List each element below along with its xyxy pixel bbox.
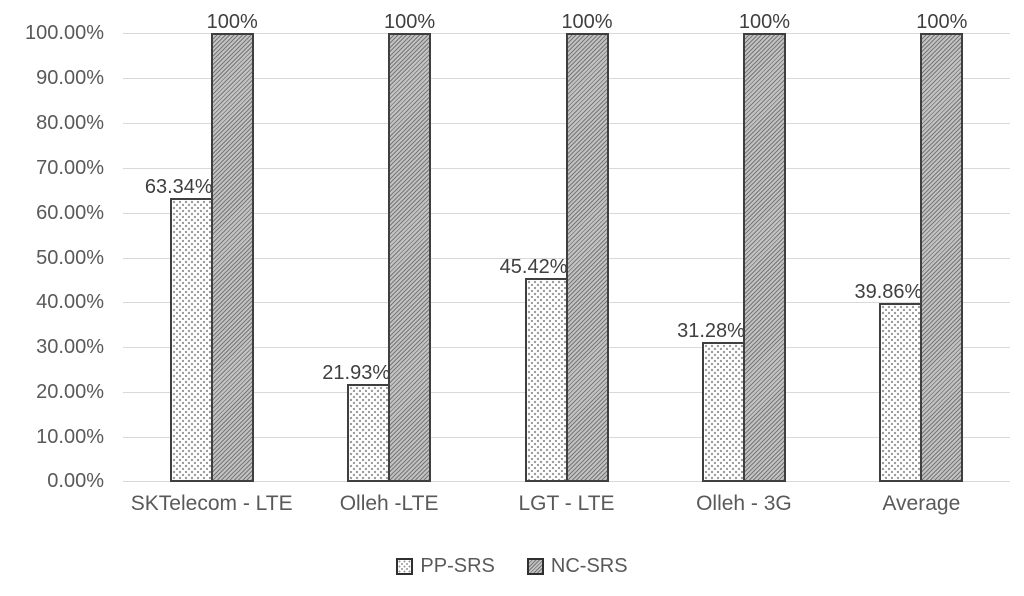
pp-srs-swatch-icon (396, 558, 414, 575)
x-axis-category-label: Olleh -LTE (339, 492, 439, 515)
nc-srs-swatch-icon (526, 558, 544, 575)
data-label: 45.42% (499, 256, 568, 279)
x-axis-category-label: LGT - LTE (518, 492, 615, 515)
x-axis-category-label: SKTelecom - LTE (130, 492, 293, 515)
bar-pp-srs: 45.42% (500, 257, 568, 482)
bar-nc-srs: 100% (384, 12, 435, 482)
data-label: 63.34% (144, 175, 213, 198)
plot-area: 63.34% 100% 21.93% 100% 45.42% 100% 31.28% 100%… (123, 12, 1010, 482)
legend-label-nc-srs: NC-SRS (550, 555, 628, 577)
y-axis-tick-label: 70.00% (36, 157, 104, 179)
bar-group: 45.42% 100% (478, 12, 655, 482)
y-axis-tick-label: 90.00% (36, 67, 104, 89)
bar-nc-srs: 100% (207, 12, 258, 482)
data-label: 21.93% (322, 361, 391, 384)
bar-pair: 31.28% 100% (677, 12, 790, 482)
bar-groups: 63.34% 100% 21.93% 100% 45.42% 100% 31.28% 100%… (123, 12, 1010, 482)
y-axis-tick-label: 50.00% (36, 247, 104, 269)
bar-nc-srs: 100% (739, 12, 790, 482)
data-label: 39.86% (854, 281, 923, 304)
data-label: 100% (384, 11, 436, 33)
y-axis-tick-label: 40.00% (36, 291, 104, 313)
bar-pp-srs: 31.28% (677, 320, 745, 482)
x-axis-category-labels: SKTelecom - LTE Olleh -LTE LGT - LTE Olleh … (123, 492, 1010, 515)
data-label: 100% (561, 11, 613, 33)
y-axis-tick-label: 0.00% (47, 470, 104, 492)
y-axis-tick-label: 30.00% (36, 336, 104, 358)
legend-item-pp-srs: PP-SRS (396, 555, 495, 578)
data-label: 31.28% (677, 319, 745, 342)
data-label: 100% (916, 11, 968, 33)
bar-nc-srs: 100% (561, 12, 613, 482)
bar-pp-srs: 63.34% (145, 176, 213, 482)
bar-nc-srs: 100% (916, 12, 967, 482)
bar-group: 21.93% 100% (300, 12, 477, 482)
y-axis-tick-label: 20.00% (36, 381, 104, 403)
bar-pair: 21.93% 100% (322, 12, 435, 482)
x-axis-category-label: Olleh - 3G (696, 492, 792, 515)
legend-item-nc-srs: NC-SRS (526, 555, 628, 578)
bar-group: 63.34% 100% (123, 12, 300, 482)
data-label: 100% (206, 11, 258, 33)
chart-legend: PP-SRS NC-SRS (0, 555, 1024, 578)
legend-label-pp-srs: PP-SRS (420, 555, 495, 577)
y-axis-tick-label: 80.00% (36, 112, 104, 134)
bar-group: 31.28% 100% (655, 12, 832, 482)
bar-pp-srs: 39.86% (854, 282, 923, 482)
y-axis-tick-label: 60.00% (36, 202, 104, 224)
bar-pp-srs: 21.93% (322, 362, 391, 482)
y-axis-tick-label: 100.00% (25, 22, 104, 44)
bar-pair: 63.34% 100% (145, 12, 258, 482)
bar-pair: 45.42% 100% (500, 12, 613, 482)
bar-group: 39.86% 100% (833, 12, 1010, 482)
y-axis-tick-label: 10.00% (36, 426, 104, 448)
data-label: 100% (738, 11, 790, 33)
x-axis-category-label: Average (882, 492, 961, 515)
bar-pair: 39.86% 100% (854, 12, 967, 482)
